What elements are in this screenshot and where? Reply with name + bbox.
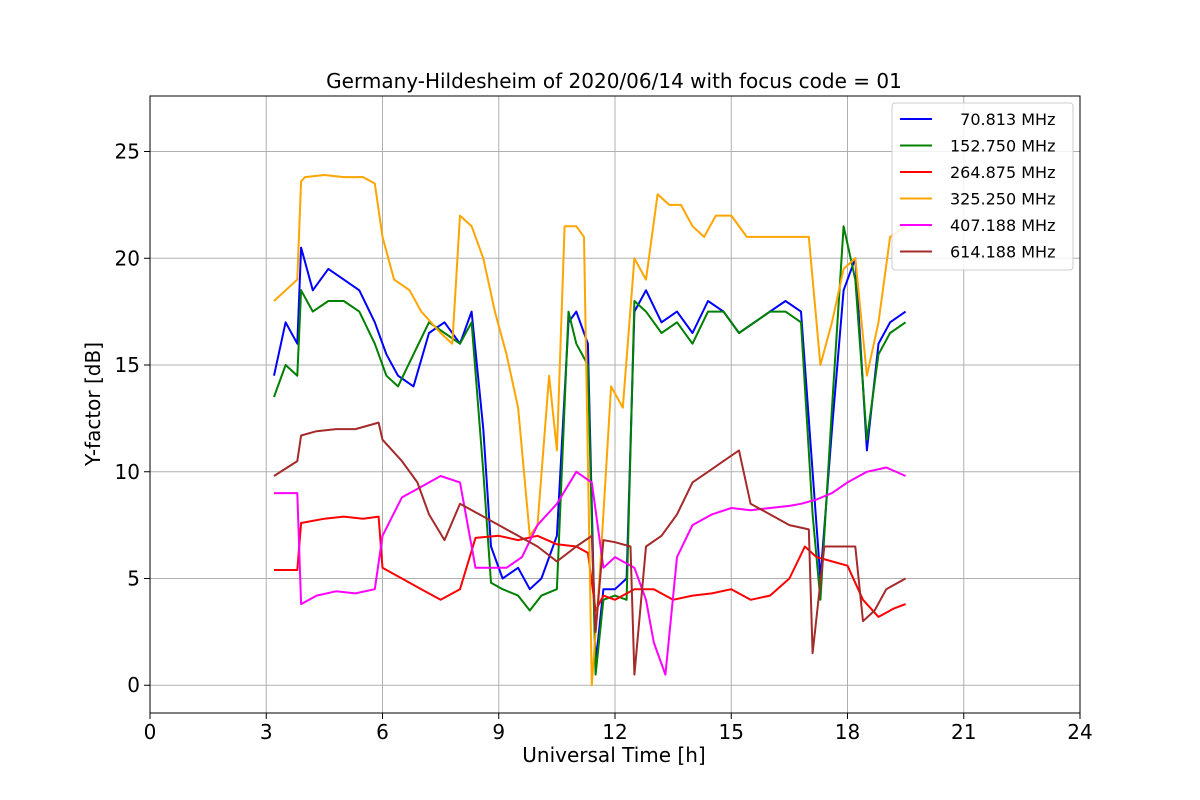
legend-label-3: 325.250 MHz [950,190,1055,209]
series-line-5 [273,421,907,676]
x-tick-label: 3 [260,720,273,744]
x-tick-label: 18 [835,720,860,744]
legend-label-4: 407.188 MHz [950,216,1055,235]
y-tick-label: 5 [127,566,140,590]
x-tick-label: 24 [1067,720,1092,744]
legend-label-2: 264.875 MHz [950,163,1055,182]
x-tick-label: 9 [492,720,505,744]
y-tick-label: 25 [115,140,140,164]
series-line-0 [273,246,907,665]
y-tick-label: 20 [115,246,140,270]
series-line-4 [274,466,907,676]
legend: 70.813 MHz 152.750 MHz 264.875 MHz 325.250 … [891,102,1074,271]
x-tick-label: 21 [951,720,976,744]
y-tick-label: 0 [127,673,140,697]
x-tick-label: 15 [719,720,744,744]
legend-label-0: 70.813 MHz [950,110,1055,129]
y-tick-label: 15 [115,353,140,377]
legend-label-5: 614.188 MHz [950,243,1055,262]
x-axis-label: Universal Time [h] [522,743,705,767]
chart-title: Germany-Hildesheim of 2020/06/14 with fo… [326,69,902,93]
legend-box [891,102,1074,271]
x-tick-label: 12 [602,720,627,744]
x-tick-label: 6 [376,720,389,744]
axes-ticks: 0 3 6 9 12 15 18 21 24 0 5 10 15 20 25 [115,140,1093,744]
x-tick-label: 0 [144,720,157,744]
y-tick-label: 10 [115,460,140,484]
y-axis-label: Y-factor [dB] [81,342,105,467]
series-line-1 [273,225,907,676]
series-line-3 [273,174,907,687]
plot-area [273,174,907,687]
legend-label-1: 152.750 MHz [950,137,1055,156]
